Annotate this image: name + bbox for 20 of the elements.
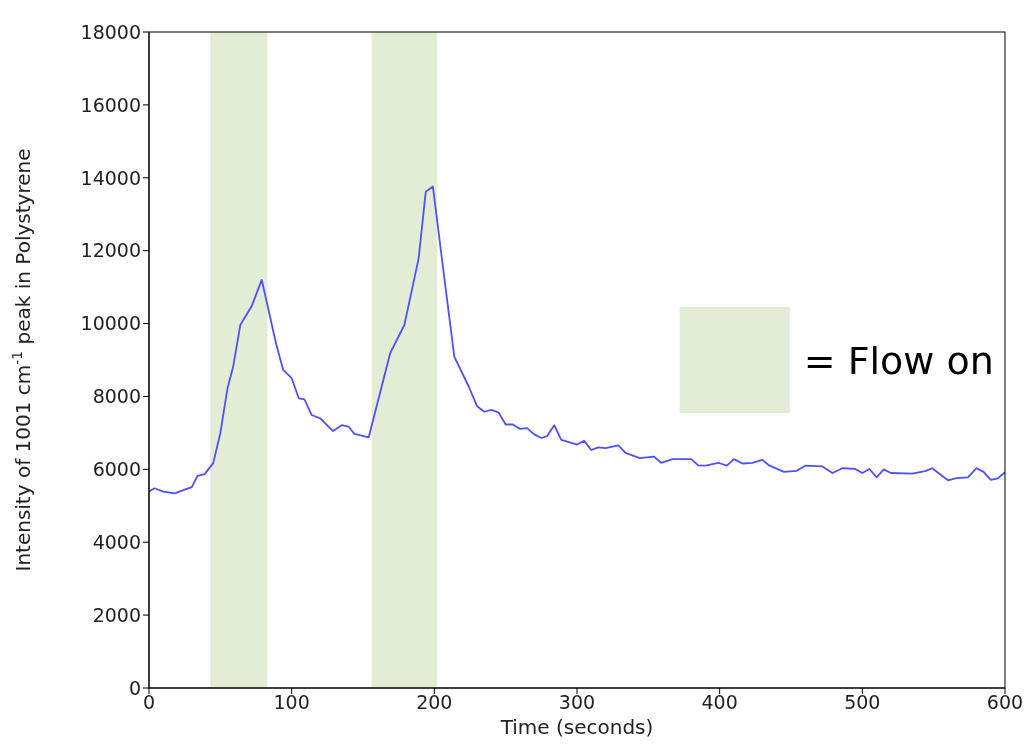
y-tick-label: 0: [128, 676, 141, 699]
y-tick-label: 8000: [92, 385, 141, 408]
x-tick-label: 200: [416, 691, 453, 714]
x-tick-label: 300: [558, 691, 596, 714]
y-tick-label: 10000: [80, 312, 141, 335]
y-tick-label: 6000: [92, 458, 141, 481]
y-tick-label: 2000: [92, 603, 141, 626]
y-tick-label: 14000: [80, 166, 141, 189]
x-tick-label: 500: [844, 691, 881, 714]
x-tick-label: 600: [986, 691, 1024, 714]
line-series: [149, 185, 1005, 495]
y-tick-label: 4000: [92, 530, 141, 553]
x-axis-title: Time (seconds): [499, 715, 654, 739]
x-tick-label: 400: [701, 691, 738, 714]
y-tick-label: 16000: [80, 93, 141, 116]
annotation: = Flow on: [803, 339, 994, 383]
x-tick-label: 0: [142, 691, 156, 714]
x-tick-label: 100: [273, 691, 310, 714]
y-tick-label: 12000: [80, 239, 141, 262]
y-tick-label: 18000: [80, 20, 141, 43]
